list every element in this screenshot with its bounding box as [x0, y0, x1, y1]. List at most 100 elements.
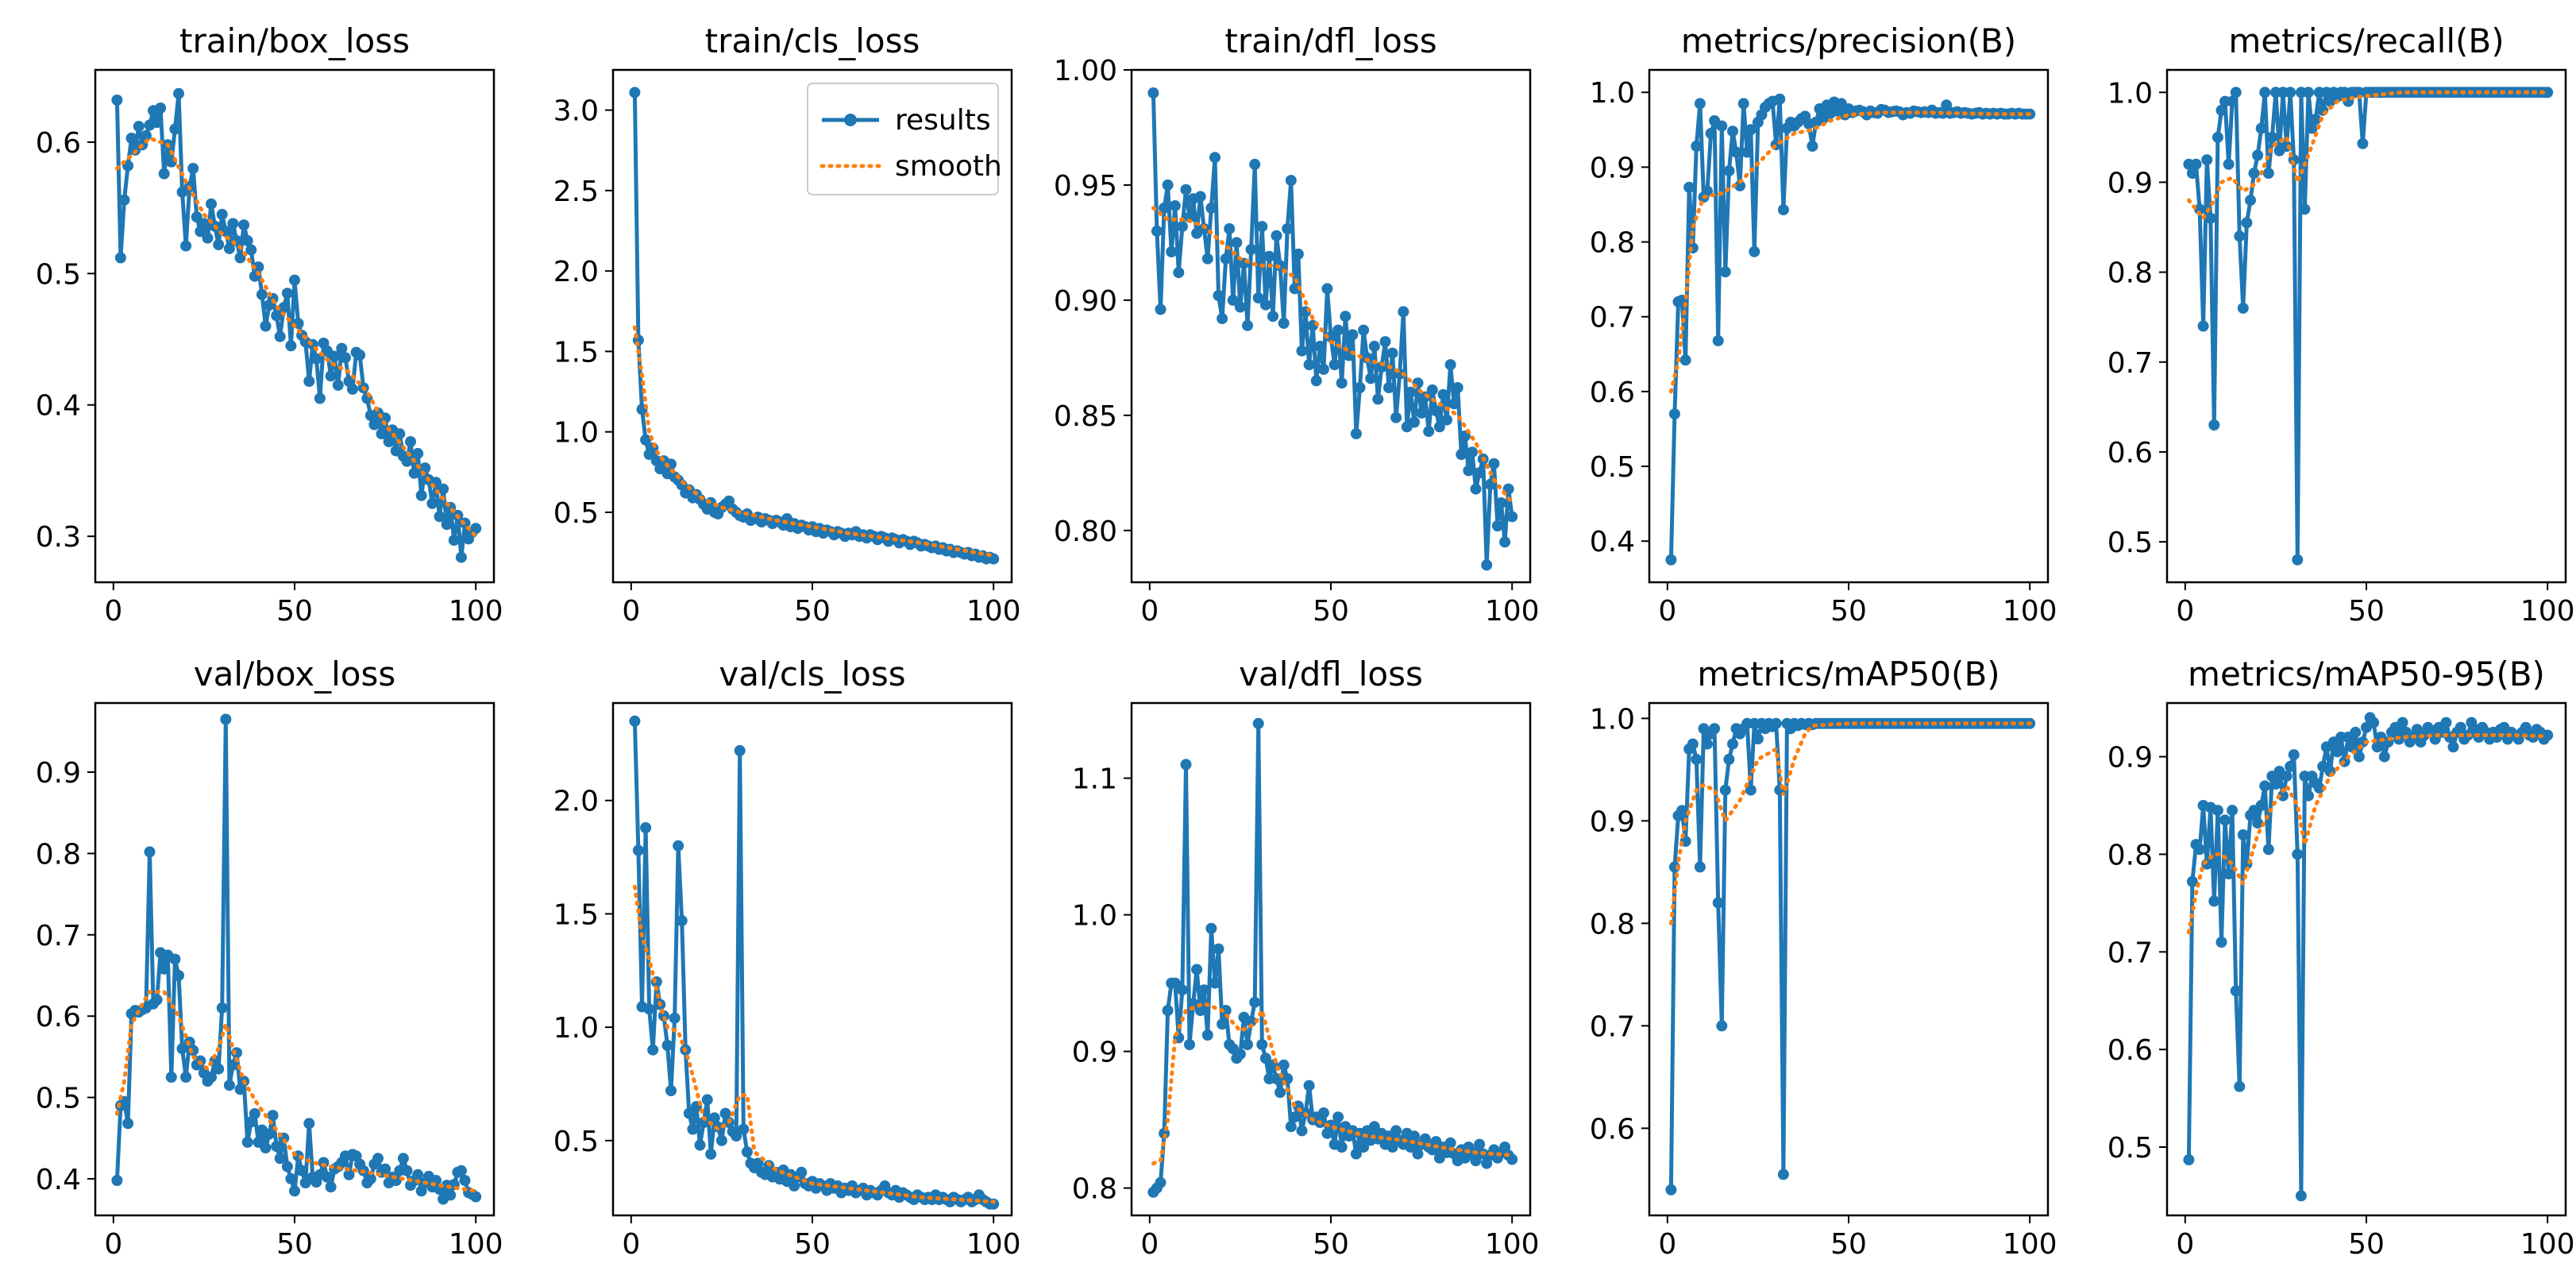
results-point — [1289, 1111, 1301, 1123]
results-point — [364, 1172, 376, 1184]
x-tick-label: 100 — [1485, 595, 1540, 628]
y-tick-label: 0.5 — [553, 1126, 599, 1158]
x-tick-label: 100 — [2003, 595, 2057, 628]
results-point — [1259, 299, 1271, 311]
results-point — [1499, 536, 1511, 548]
results-point — [397, 1153, 409, 1165]
results-point — [1303, 1080, 1315, 1091]
results-point — [731, 1130, 742, 1142]
results-point — [2234, 230, 2246, 242]
results-markers — [1147, 87, 1518, 571]
results-point — [1249, 996, 1261, 1008]
y-tick-label: 0.8 — [1590, 227, 1635, 260]
results-point — [2215, 104, 2227, 116]
results-point — [1201, 1030, 1213, 1041]
results-point — [1220, 253, 1232, 265]
subplot-3: train/dfl_loss 0 50 100 0.80 0.85 0.90 0.95 1.00 — [1054, 21, 1540, 628]
y-tick-label: 0.7 — [2107, 937, 2153, 969]
results-point — [1430, 405, 1442, 416]
results-point — [368, 419, 380, 431]
results-markers — [1665, 717, 2036, 1196]
results-point — [1752, 733, 1764, 745]
y-tick-label: 0.8 — [1590, 908, 1635, 941]
results-point — [640, 434, 652, 446]
results-point — [285, 1172, 297, 1184]
results-point — [2310, 114, 2322, 126]
results-point — [1444, 359, 1456, 371]
results-point — [1777, 1169, 1789, 1180]
results-point — [122, 1118, 134, 1130]
y-tick-label: 0.9 — [1590, 152, 1635, 184]
results-point — [260, 1142, 272, 1153]
smooth-line — [114, 136, 478, 539]
y-tick-label: 1.5 — [553, 336, 599, 369]
results-point — [227, 218, 239, 230]
smooth-line — [632, 884, 996, 1204]
results-point — [144, 846, 156, 858]
results-point — [1723, 165, 1735, 177]
results-point — [155, 102, 167, 114]
results-point — [2212, 805, 2223, 817]
chart-title: train/box_loss — [179, 21, 410, 60]
results-point — [216, 1002, 228, 1014]
chart-title: metrics/precision(B) — [1681, 21, 2016, 60]
results-point — [415, 489, 427, 501]
results-point — [187, 163, 199, 174]
results-point — [118, 194, 130, 206]
results-point — [1437, 388, 1449, 400]
results-point — [1256, 1039, 1268, 1050]
axes-frame — [2165, 701, 2567, 1217]
results-point — [1386, 1142, 1398, 1153]
results-point — [701, 1094, 713, 1106]
legend-smooth-label: smooth — [895, 150, 1002, 183]
y-tick-label: 0.4 — [1590, 526, 1635, 558]
results-point — [1147, 87, 1159, 99]
results-point — [752, 1157, 764, 1169]
y-tick-label: 0.85 — [1054, 400, 1117, 433]
results-point — [180, 240, 192, 252]
results-point — [629, 715, 641, 727]
results-point — [2234, 1080, 2246, 1092]
results-point — [216, 208, 228, 220]
results-point — [2190, 158, 2202, 170]
results-point — [1386, 347, 1398, 359]
results-point — [2306, 122, 2318, 134]
results-point — [2201, 154, 2213, 166]
x-tick-label: 0 — [622, 1228, 640, 1261]
results-point — [1332, 324, 1344, 336]
chart-title: metrics/mAP50(B) — [1697, 655, 1999, 693]
results-point — [249, 1108, 260, 1119]
results-point — [2223, 158, 2235, 170]
results-point — [1321, 283, 1333, 295]
results-point — [1676, 805, 1688, 817]
results-point — [1317, 1107, 1329, 1118]
y-tick-label: 1.1 — [1072, 763, 1117, 796]
results-point — [271, 310, 283, 322]
y-tick-label: 0.9 — [2107, 742, 2153, 775]
results-point — [213, 1063, 225, 1075]
results-point — [165, 1072, 177, 1083]
results-point — [245, 244, 257, 256]
y-tick-label: 0.6 — [1590, 377, 1635, 409]
results-point — [2230, 87, 2242, 99]
results-point — [1205, 922, 1217, 934]
results-point — [1209, 977, 1221, 989]
results-point — [719, 1107, 731, 1119]
axes-frame — [2165, 68, 2567, 584]
y-tick-label: 0.5 — [2107, 1132, 2153, 1165]
results-point — [2194, 844, 2206, 856]
x-tick-label: 100 — [449, 1228, 503, 1261]
results-point — [310, 353, 322, 365]
results-point — [1209, 152, 1221, 164]
y-tick-label: 0.7 — [1590, 1010, 1635, 1043]
y-tick-label: 0.8 — [36, 838, 81, 871]
x-tick-label: 0 — [104, 1228, 122, 1261]
results-point — [412, 1169, 424, 1180]
y-tick-label: 0.9 — [1072, 1037, 1117, 1069]
results-point — [2255, 122, 2267, 134]
chart-title: train/dfl_loss — [1224, 21, 1436, 60]
axes-frame — [611, 701, 1013, 1217]
results-point — [1709, 723, 1721, 735]
y-tick-label: 1.0 — [1590, 703, 1635, 736]
y-tick-label: 0.8 — [2107, 839, 2153, 871]
